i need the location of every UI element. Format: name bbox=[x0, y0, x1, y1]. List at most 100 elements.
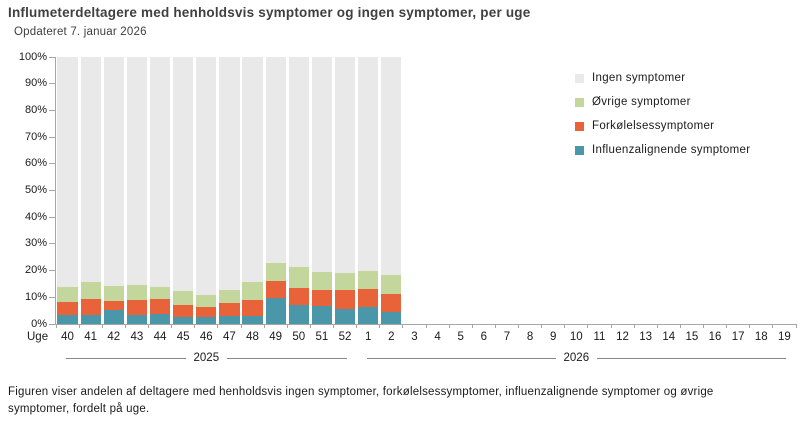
bar-segment bbox=[149, 299, 171, 315]
x-tick-label: 6 bbox=[480, 331, 488, 343]
bar-segment bbox=[334, 57, 356, 273]
bar-segment bbox=[103, 300, 124, 311]
bar-week-6 bbox=[472, 57, 495, 324]
bar-segment bbox=[126, 314, 148, 324]
legend-label: Øvrige symptomer bbox=[592, 96, 691, 108]
bar-segment bbox=[381, 293, 402, 312]
y-tick-label: 60% bbox=[24, 157, 47, 170]
x-tick-mark bbox=[240, 324, 242, 328]
x-tick-label: 44 bbox=[153, 331, 167, 343]
year-group-2025: 2025 bbox=[56, 350, 357, 366]
bar-segment bbox=[219, 303, 240, 316]
bar-week-52 bbox=[334, 57, 357, 324]
x-tick-mark bbox=[171, 324, 173, 328]
bar-segment bbox=[196, 317, 217, 324]
x-tick-mark bbox=[749, 324, 751, 328]
y-tick-mark bbox=[49, 109, 55, 111]
x-tick-mark bbox=[656, 324, 658, 328]
x-tick-label: 15 bbox=[685, 331, 699, 343]
legend-item-influenza: Influenzalignende symptomer bbox=[575, 138, 750, 162]
legend-item-ovrige: Øvrige symptomer bbox=[575, 90, 750, 114]
x-tick-label: 14 bbox=[662, 331, 676, 343]
x-tick-mark bbox=[78, 324, 80, 328]
x-tick-label: 42 bbox=[107, 331, 121, 343]
bar-week-46 bbox=[195, 57, 218, 324]
y-tick-mark bbox=[49, 56, 55, 58]
x-tick-label: 8 bbox=[526, 331, 534, 343]
bar-segment bbox=[288, 57, 309, 267]
x-tick-mark bbox=[471, 324, 473, 328]
y-tick-mark bbox=[49, 136, 55, 138]
bar-week-2 bbox=[380, 57, 403, 324]
x-tick-label: 45 bbox=[176, 331, 190, 343]
bar-segment bbox=[311, 289, 333, 307]
x-tick-label: 10 bbox=[569, 331, 583, 343]
bar-segment bbox=[265, 262, 286, 282]
x-tick-mark bbox=[217, 324, 219, 328]
bar-segment bbox=[242, 281, 263, 300]
bar-segment bbox=[358, 270, 379, 290]
bar-segment bbox=[334, 289, 356, 309]
bar-segment bbox=[358, 289, 379, 307]
bar-segment bbox=[334, 272, 356, 290]
year-label: 2026 bbox=[563, 352, 590, 364]
bar-week-49 bbox=[264, 57, 287, 324]
x-tick-mark bbox=[494, 324, 496, 328]
bar-segment bbox=[149, 286, 171, 300]
bar-segment bbox=[126, 57, 148, 285]
x-tick-label: 16 bbox=[708, 331, 722, 343]
bar-segment bbox=[196, 307, 217, 318]
year-group-2026: 2026 bbox=[357, 350, 796, 366]
x-tick-mark bbox=[148, 324, 149, 328]
bar-segment bbox=[288, 266, 309, 288]
updated-date: Opdateret 7. januar 2026 bbox=[14, 26, 147, 38]
bar-segment bbox=[265, 57, 286, 263]
y-tick-mark bbox=[49, 163, 55, 165]
bar-segment bbox=[311, 272, 333, 290]
x-tick-mark bbox=[541, 324, 543, 328]
year-line bbox=[366, 357, 556, 359]
bar-segment bbox=[311, 306, 333, 324]
x-tick-mark bbox=[679, 324, 681, 328]
bar-week-1 bbox=[357, 57, 380, 324]
y-tick-label: 80% bbox=[24, 103, 47, 116]
legend-label: Influenzalignende symptomer bbox=[592, 144, 751, 156]
bar-segment bbox=[173, 304, 194, 318]
bar-week-9 bbox=[542, 57, 565, 324]
x-tick-mark bbox=[194, 324, 196, 328]
year-line bbox=[597, 357, 786, 359]
bar-segment bbox=[80, 57, 101, 282]
bar-segment bbox=[149, 57, 171, 287]
bar-segment bbox=[311, 57, 333, 273]
bar-segment bbox=[242, 316, 263, 324]
bar-segment bbox=[126, 300, 148, 315]
x-tick-label: 51 bbox=[315, 331, 329, 343]
legend-item-ingen: Ingen symptomer bbox=[575, 66, 750, 90]
x-tick-label: 12 bbox=[616, 331, 629, 343]
bar-week-48 bbox=[241, 57, 264, 324]
y-tick-label: 100% bbox=[18, 50, 47, 63]
y-tick-label: 50% bbox=[24, 184, 47, 196]
x-tick-label: 47 bbox=[223, 331, 236, 343]
bar-segment bbox=[126, 284, 148, 301]
legend-swatch bbox=[575, 97, 584, 107]
bar-week-7 bbox=[495, 57, 518, 324]
bar-segment bbox=[173, 57, 194, 291]
x-tick-mark bbox=[633, 324, 635, 328]
legend-swatch bbox=[575, 145, 584, 155]
y-tick-label: 90% bbox=[24, 77, 47, 90]
bar-segment bbox=[173, 317, 194, 324]
year-label: 2025 bbox=[193, 352, 220, 364]
x-tick-mark bbox=[309, 324, 311, 328]
bar-segment bbox=[288, 287, 309, 305]
bar-week-42 bbox=[102, 57, 125, 324]
bar-week-47 bbox=[218, 57, 241, 324]
bar-segment bbox=[103, 285, 124, 301]
x-tick-mark bbox=[124, 324, 126, 328]
x-tick-label: 50 bbox=[292, 331, 306, 343]
x-tick-mark bbox=[101, 324, 103, 328]
bar-segment bbox=[173, 290, 194, 305]
y-tick-mark bbox=[49, 323, 55, 325]
bar-segment bbox=[57, 286, 78, 303]
y-tick-mark bbox=[49, 83, 55, 85]
